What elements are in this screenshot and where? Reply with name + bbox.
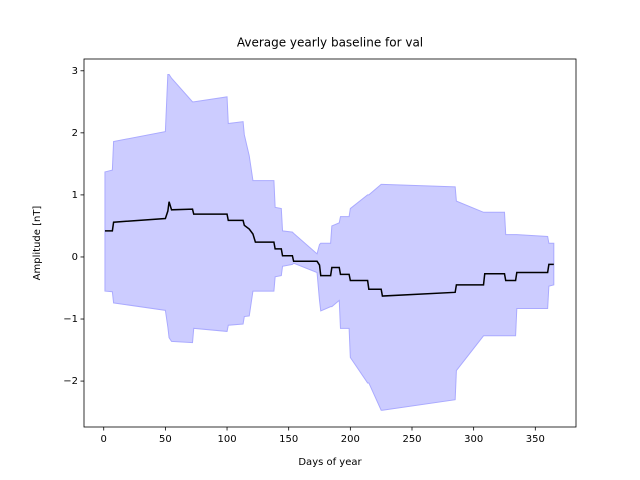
x-tick-label: 0 [101,434,107,445]
y-tick-label: 2 [72,128,78,139]
band [104,74,555,411]
y-tick-label: 0 [72,252,78,263]
x-tick-label: 300 [464,434,483,445]
x-tick-label: 200 [341,434,360,445]
y-tick-label: 1 [72,190,78,201]
x-tick-label: 50 [159,434,172,445]
x-tick-label: 250 [402,434,421,445]
chart-title: Average yearly baseline for val [237,36,423,50]
x-axis-label: Days of year [298,457,362,468]
plot-frame [83,58,577,428]
y-tick-label: −2 [63,376,78,387]
x-tick-label: 100 [217,434,236,445]
y-axis-label: Amplitude [nT] [32,206,43,281]
y-tick-label: 3 [72,66,78,77]
x-tick-label: 150 [279,434,298,445]
x-tick-label: 350 [526,434,545,445]
mean-line [104,201,554,297]
y-tick-label: −1 [63,314,78,325]
